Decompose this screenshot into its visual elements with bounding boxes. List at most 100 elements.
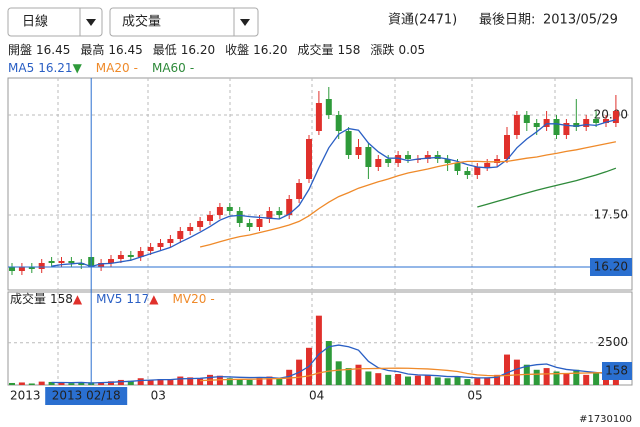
volume-bar [117, 379, 124, 385]
info-value: 158 [338, 43, 361, 57]
legend-arrow: ▲ [149, 292, 159, 306]
candle-body [226, 207, 233, 211]
candle-body [365, 147, 372, 167]
volume-bar [375, 373, 382, 385]
volume-bar [58, 382, 65, 385]
cursor-date: 2013 02/18 [52, 389, 121, 403]
indicator-dropdown[interactable]: 成交量 [109, 7, 259, 37]
candle-body [38, 263, 45, 269]
volume-bar [266, 376, 273, 385]
candle-body [187, 227, 194, 231]
cursor-date-box [45, 387, 128, 405]
legend-value: 16.21 [38, 61, 72, 75]
volume-bar [474, 378, 481, 385]
y-tick-label: 2500 [597, 335, 628, 349]
volume-bar [177, 376, 184, 385]
candle-body [28, 267, 35, 269]
candle-body [286, 199, 293, 215]
legend-name: MV20 [173, 292, 207, 306]
price-legend: MA5 16.21▼ MA20- MA60- [8, 61, 194, 75]
info-row: 開盤 16.45 最高 16.45 最低 16.20 收盤 16.20 成交量 158 漲跌 0.05 [8, 42, 425, 57]
info-value: 16.45 [108, 43, 142, 57]
volume-bar [583, 374, 590, 385]
candle-body [573, 123, 580, 127]
candle-body [612, 111, 619, 123]
volume-bar [147, 380, 154, 385]
period-dropdown[interactable]: 日線 [7, 7, 103, 37]
candle-body [553, 119, 560, 135]
candle-body [355, 147, 362, 155]
candle-body [306, 139, 312, 179]
volume-bar [414, 375, 421, 385]
volume-bar [157, 379, 164, 385]
volume-bar [464, 379, 471, 385]
candle-body [117, 255, 124, 259]
cursor-price: 16.20 [594, 260, 628, 274]
volume-bar [187, 377, 194, 385]
volume-bar [434, 377, 441, 385]
watermark: #1730100 [579, 414, 632, 425]
volume-bar [68, 383, 75, 385]
y-tick-label: 17.50 [594, 208, 628, 222]
candle-body [513, 115, 520, 135]
candle-body [424, 155, 431, 159]
candle-body [157, 243, 164, 247]
dropdown-arrow[interactable] [240, 19, 250, 26]
volume-legend: 成交量 158▲ MV5 117▲ MV20- [10, 291, 215, 306]
candle-body [484, 163, 491, 167]
volume-bar [454, 376, 461, 385]
volume-bar [405, 376, 411, 385]
legend-arrow: ▼ [73, 61, 83, 75]
candle-body [335, 115, 342, 131]
info-value: 16.45 [36, 43, 70, 57]
candle-body [256, 219, 263, 227]
volume-bar [355, 364, 362, 385]
volume-bar [484, 377, 491, 385]
dropdown-text[interactable]: 成交量 [122, 14, 161, 30]
cursor-price-box [590, 258, 632, 276]
dropdown-box[interactable] [109, 7, 259, 37]
volume-bar [593, 373, 600, 385]
candle-body [276, 211, 283, 215]
volume-bar [28, 383, 35, 385]
candle-body [197, 221, 204, 227]
candle-body [395, 155, 402, 163]
volume-bar [553, 371, 560, 385]
volume-bar [108, 381, 114, 385]
volume-bar [543, 368, 550, 385]
legend-name: MA60 [152, 61, 186, 75]
volume-bar [573, 369, 580, 385]
volume-bar [385, 374, 392, 385]
volume-bar [197, 378, 204, 385]
volume-bar [563, 373, 570, 385]
volume-bar [98, 382, 105, 385]
cursor-volume: 158 [605, 364, 628, 378]
info-value: 16.20 [253, 43, 287, 57]
candle-body [108, 259, 114, 263]
dropdown-text[interactable]: 日線 [22, 14, 48, 30]
candle-body [593, 119, 600, 123]
candle-body [444, 159, 451, 163]
legend-name: MV5 [96, 292, 122, 306]
legend-value: - [210, 292, 214, 306]
legend-value: - [190, 61, 194, 75]
x-tick-label: 2013 [10, 389, 41, 403]
candle-body [127, 255, 134, 257]
dropdown-arrow[interactable] [86, 19, 96, 26]
candle-body [236, 211, 243, 223]
volume-bar [236, 379, 243, 385]
candle-body [325, 99, 332, 115]
candle-body [543, 119, 550, 127]
volume-bar [325, 341, 332, 385]
candle-body [48, 261, 55, 263]
volume-bar [424, 374, 431, 385]
ma-line [477, 167, 617, 208]
candle-body [405, 155, 411, 159]
dropdown-box[interactable] [7, 7, 103, 37]
candle-body [523, 115, 530, 123]
volume-bar [276, 378, 283, 385]
info-value: 0.05 [398, 43, 425, 57]
candle-body [216, 207, 223, 215]
legend-value: 158 [50, 292, 73, 306]
